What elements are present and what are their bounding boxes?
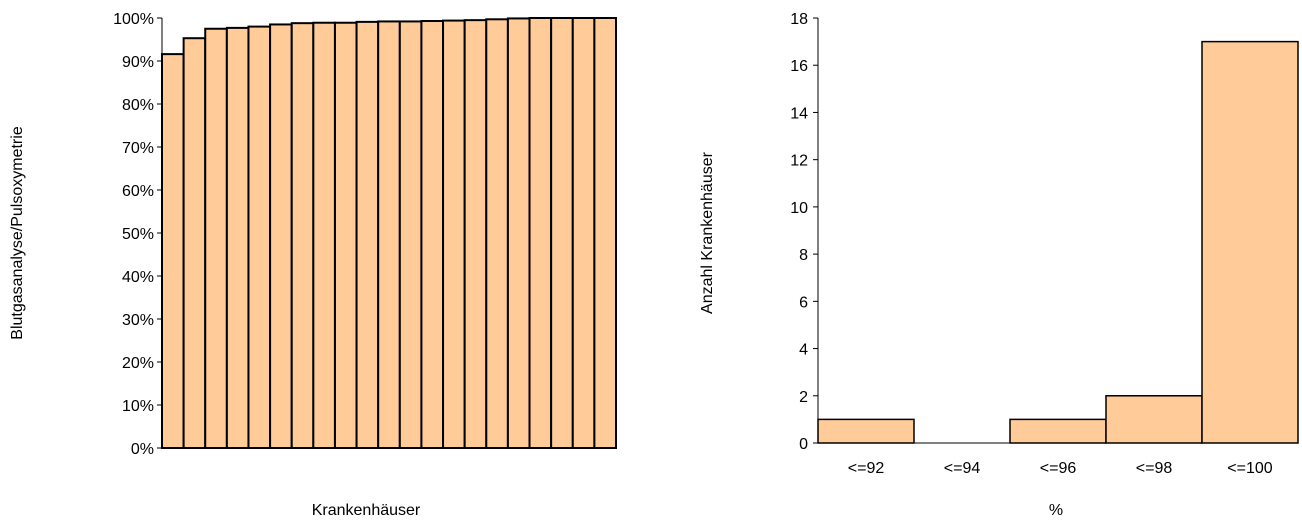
left-bar xyxy=(442,19,466,450)
right-y-tick-label: 16 xyxy=(790,58,808,75)
left-y-tick-label: 0% xyxy=(131,441,154,458)
left-bar xyxy=(593,17,618,449)
left-bar xyxy=(182,37,207,450)
right-bar xyxy=(1105,395,1203,444)
hospital-rate-chart: 0% 10% 20% 30% 40% 50% 60% 70% 80% 90% 100% Kranke… xyxy=(9,11,618,519)
left-y-tick-label: 50% xyxy=(122,226,154,243)
right-y-tick-label: 4 xyxy=(799,342,808,359)
left-y-tick-label: 10% xyxy=(122,398,154,415)
left-bar xyxy=(333,21,358,449)
right-x-tick-label: <=92 xyxy=(848,460,885,477)
right-y-tick-label: 14 xyxy=(790,105,808,122)
left-bar xyxy=(355,20,380,450)
left-y-axis-label: Blutgasanalyse/Pulsoxymetrie xyxy=(9,126,26,340)
left-y-tick-label: 70% xyxy=(122,140,154,157)
left-bar xyxy=(550,17,574,449)
left-y-axis-ticks: 0% 10% 20% 30% 40% 50% 60% 70% 80% 90% 100% xyxy=(113,11,162,458)
left-y-tick-label: 30% xyxy=(122,312,154,329)
right-x-tick-label: <=96 xyxy=(1040,460,1077,477)
right-y-tick-label: 18 xyxy=(790,11,808,28)
left-y-tick-label: 80% xyxy=(122,97,154,114)
right-x-tick-label: <=98 xyxy=(1136,460,1173,477)
right-y-tick-label: 0 xyxy=(799,436,808,453)
left-bar xyxy=(290,22,315,449)
right-y-tick-label: 2 xyxy=(799,389,808,406)
left-bar xyxy=(161,53,185,450)
right-y-tick-label: 12 xyxy=(790,153,808,170)
right-bar xyxy=(1201,40,1299,444)
right-y-tick-label: 8 xyxy=(799,247,808,264)
right-y-axis-label: Anzahl Krankenhäuser xyxy=(699,151,716,314)
left-bar xyxy=(571,17,596,449)
left-y-tick-label: 20% xyxy=(122,355,154,372)
right-y-tick-label: 10 xyxy=(790,200,808,217)
left-bar xyxy=(506,17,531,450)
right-bar xyxy=(1009,418,1107,444)
left-y-tick-label: 100% xyxy=(113,11,154,28)
right-bars xyxy=(817,40,1299,444)
left-bar xyxy=(398,20,423,449)
right-y-axis-ticks: 0 2 4 6 8 10 12 14 16 18 xyxy=(790,11,818,453)
left-bar xyxy=(204,27,228,449)
right-bar xyxy=(817,418,915,444)
left-bar xyxy=(247,25,272,449)
left-y-tick-label: 90% xyxy=(122,54,154,71)
left-bar xyxy=(225,26,250,449)
right-y-tick-label: 6 xyxy=(799,294,808,311)
left-bar xyxy=(528,17,553,449)
right-x-tick-label: <=94 xyxy=(944,460,981,477)
left-bar xyxy=(420,20,445,449)
left-bar xyxy=(377,20,401,449)
left-y-tick-label: 60% xyxy=(122,183,154,200)
left-bars xyxy=(161,17,618,450)
left-x-axis-label: Krankenhäuser xyxy=(312,502,421,519)
right-x-axis-label: % xyxy=(1049,502,1063,519)
left-bar xyxy=(269,23,293,449)
left-y-tick-label: 40% xyxy=(122,269,154,286)
left-bar xyxy=(463,19,488,450)
left-bar xyxy=(485,18,509,449)
right-x-tick-label: <=100 xyxy=(1227,460,1272,477)
right-x-axis-ticks: <=92 <=94 <=96 <=98 <=100 xyxy=(848,460,1273,477)
left-bar xyxy=(312,21,336,449)
